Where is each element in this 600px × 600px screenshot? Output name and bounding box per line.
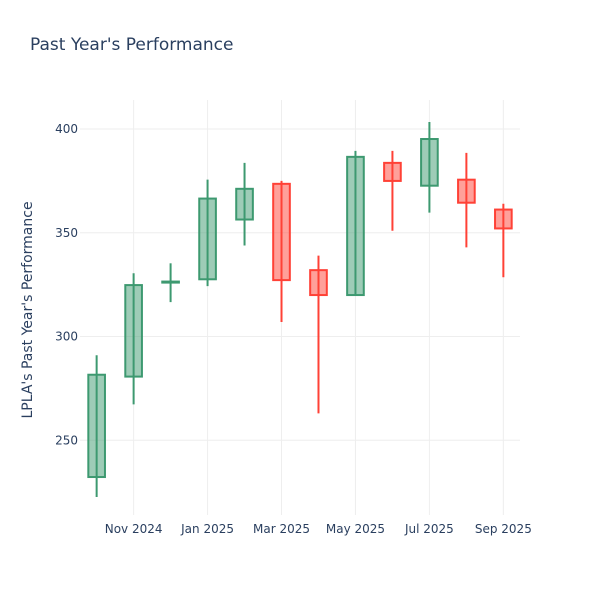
candle-body xyxy=(87,373,106,479)
y-axis-title: LPLA's Past Year's Performance xyxy=(20,201,36,418)
x-tick-label: Jan 2025 xyxy=(180,522,234,536)
x-tick-label: Jul 2025 xyxy=(404,522,454,536)
candle-body xyxy=(235,187,254,221)
x-tick-label: Sep 2025 xyxy=(475,522,532,536)
candle-body xyxy=(457,178,476,204)
candle-body xyxy=(383,161,402,182)
y-tick-label: 300 xyxy=(55,330,78,344)
candle-body xyxy=(124,284,143,378)
y-tick-label: 400 xyxy=(55,122,78,136)
y-tick-label: 250 xyxy=(55,433,78,447)
candle-body xyxy=(161,280,180,284)
x-tick-label: Nov 2024 xyxy=(105,522,163,536)
candle-body xyxy=(494,208,513,230)
y-tick-label: 350 xyxy=(55,226,78,240)
candle-body xyxy=(272,182,291,282)
candle-body xyxy=(420,138,439,187)
candle-body xyxy=(309,269,328,297)
chart-title: Past Year's Performance xyxy=(30,35,234,55)
candle-body xyxy=(346,155,365,297)
x-tick-label: May 2025 xyxy=(326,522,385,536)
candle-body xyxy=(198,197,217,281)
x-tick-label: Mar 2025 xyxy=(253,522,310,536)
